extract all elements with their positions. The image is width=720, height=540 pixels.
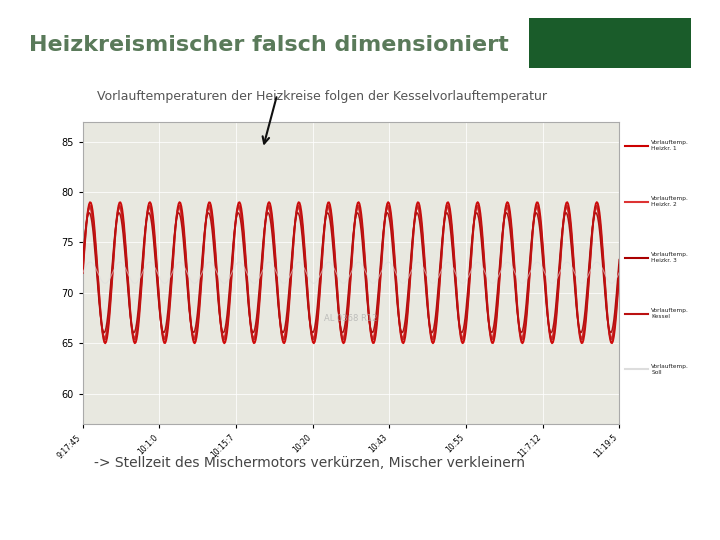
Text: Vorlauftemp.
Kessel: Vorlauftemp. Kessel	[651, 308, 689, 319]
Bar	[529, 17, 691, 68]
Text: AL 0368 R12: AL 0368 R12	[324, 314, 378, 322]
Text: Vorlauftemp.
Soll: Vorlauftemp. Soll	[651, 364, 689, 375]
Text: Vorlauftemperaturen der Heizkreise folgen der Kesselvorlauftemperatur: Vorlauftemperaturen der Heizkreise folge…	[97, 90, 547, 103]
Text: Vorlauftemp.
Heizkr. 1: Vorlauftemp. Heizkr. 1	[651, 140, 689, 151]
Text: -> Stellzeit des Mischermotors verkürzen, Mischer verkleinern: -> Stellzeit des Mischermotors verkürzen…	[94, 456, 525, 470]
Text: Vorlauftemp.
Heizkr. 3: Vorlauftemp. Heizkr. 3	[651, 252, 689, 263]
Text: Dr. Stephan Ruhl: Dr. Stephan Ruhl	[518, 514, 589, 523]
Text: Messwertgestützte Analyse und Optimierung von Heizungsanlagen  mit dem Anlagen E: Messwertgestützte Analyse und Optimierun…	[14, 514, 396, 523]
Text: Folie 44: Folie 44	[659, 514, 692, 523]
Text: Heizkreismischer falsch dimensioniert: Heizkreismischer falsch dimensioniert	[29, 35, 508, 55]
Text: Vorlauftemp.
Heizkr. 2: Vorlauftemp. Heizkr. 2	[651, 196, 689, 207]
